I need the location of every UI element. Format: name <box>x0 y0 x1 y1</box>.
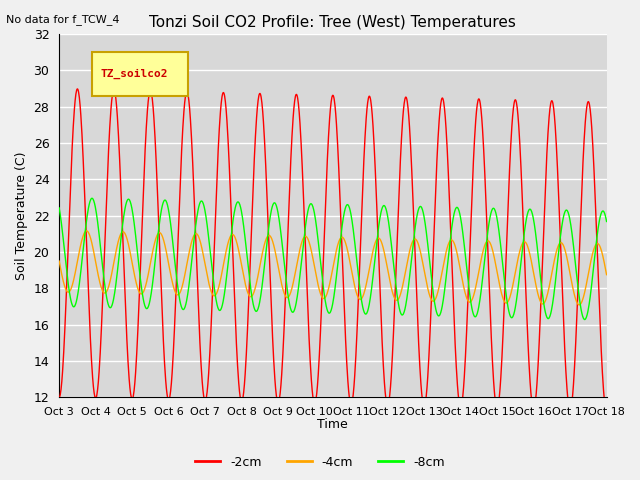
Text: No data for f_TCW_4: No data for f_TCW_4 <box>6 14 120 25</box>
Y-axis label: Soil Temperature (C): Soil Temperature (C) <box>15 151 28 280</box>
X-axis label: Time: Time <box>317 419 348 432</box>
Legend: -2cm, -4cm, -8cm: -2cm, -4cm, -8cm <box>190 451 450 474</box>
FancyBboxPatch shape <box>92 52 188 96</box>
Text: TZ_soilco2: TZ_soilco2 <box>100 69 168 79</box>
Title: Tonzi Soil CO2 Profile: Tree (West) Temperatures: Tonzi Soil CO2 Profile: Tree (West) Temp… <box>149 15 516 30</box>
